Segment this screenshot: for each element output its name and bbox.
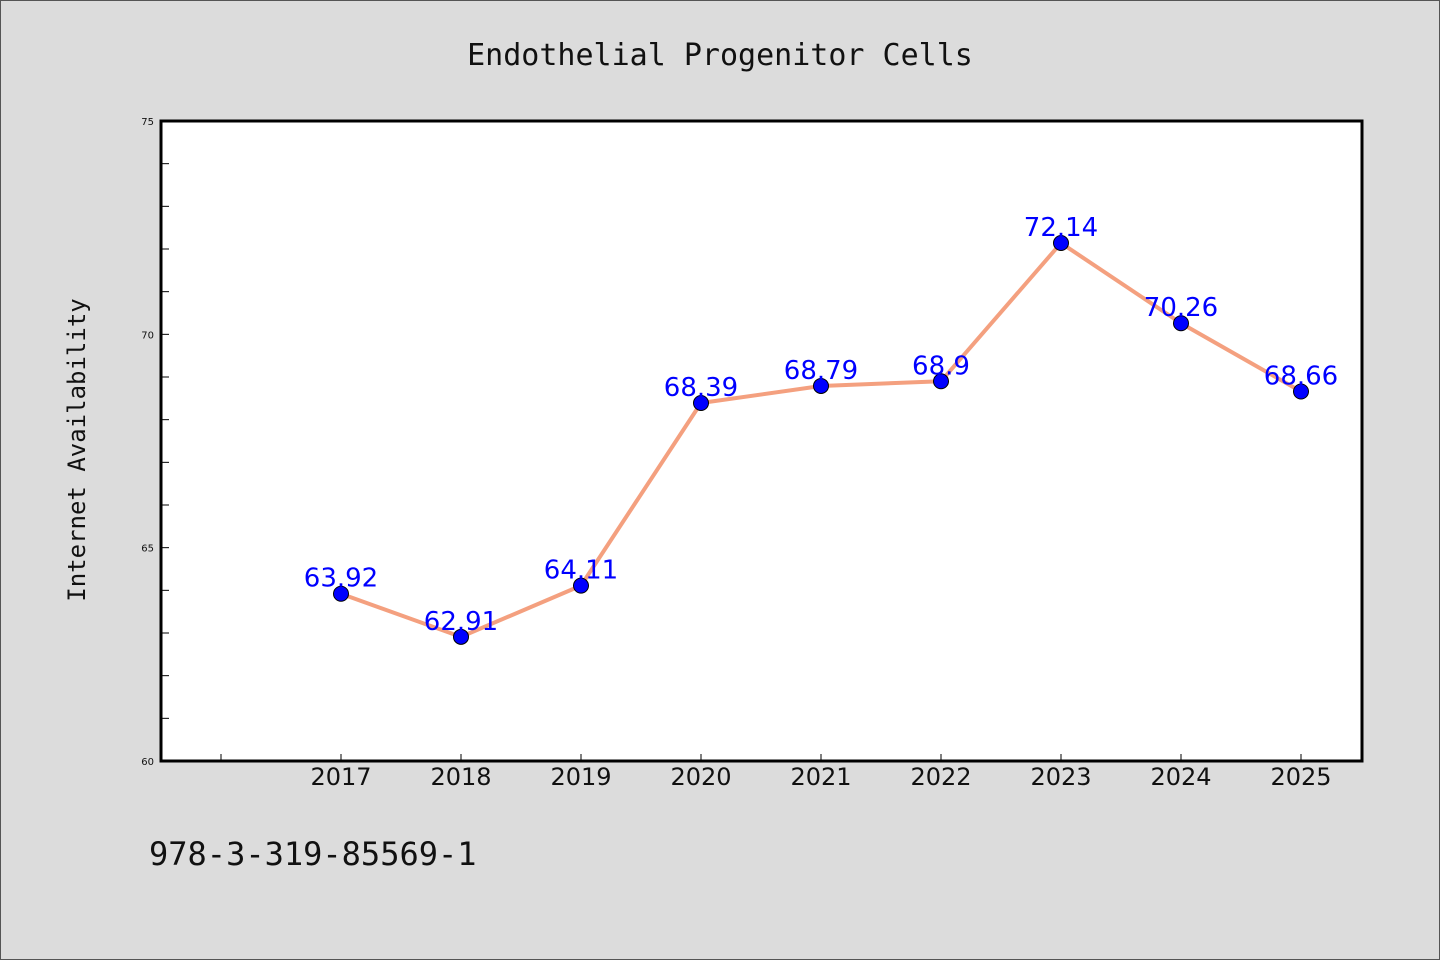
y-tick-label: 75 [141,117,154,128]
data-point [453,628,469,645]
x-tick-label: 2023 [1030,763,1091,791]
x-tick-label: 2017 [310,763,371,791]
data-point [573,577,589,594]
x-tick-label: 2020 [670,763,731,791]
data-label: 63.92 [304,564,378,594]
data-label: 68.39 [664,373,738,403]
data-point [693,395,709,412]
chart-title: Endothelial Progenitor Cells [467,38,973,73]
data-label: 64.11 [544,556,618,586]
x-tick-label: 2025 [1270,763,1331,791]
data-labels: 63.92 62.91 64.11 68.39 68.79 68.9 72.14 70.26 6… [304,213,1338,637]
data-point [813,377,829,394]
y-tick-label: 70 [141,330,154,341]
x-tick-label: 2018 [430,763,491,791]
data-point [1053,235,1069,252]
series-layer [333,235,1309,645]
y-tick-label: 60 [141,757,154,768]
y-tick-label: 65 [141,544,154,555]
y-axis-label: Internet Availability [63,298,91,601]
footer-code: 978-3-319-85569-1 [149,835,477,873]
x-tick-label: 2019 [550,763,611,791]
x-tick-label: 2024 [1150,763,1211,791]
data-label: 68.79 [784,356,858,386]
plot-frame [159,119,1364,763]
x-tick-label: 2022 [910,763,971,791]
axis-ticks: 60 65 70 75 2017 2018 2019 2020 2021 2022 2023 2024… [141,117,1331,791]
data-label: 68.9 [912,351,970,381]
data-label: 72.14 [1024,213,1098,243]
data-point [933,373,949,390]
data-point [333,585,349,602]
data-label: 70.26 [1144,293,1218,323]
data-label: 62.91 [424,607,498,637]
data-point [1293,383,1309,400]
plot-area [161,121,1362,761]
data-label: 68.66 [1264,362,1338,392]
data-point [1173,315,1189,332]
x-tick-label: 2021 [790,763,851,791]
